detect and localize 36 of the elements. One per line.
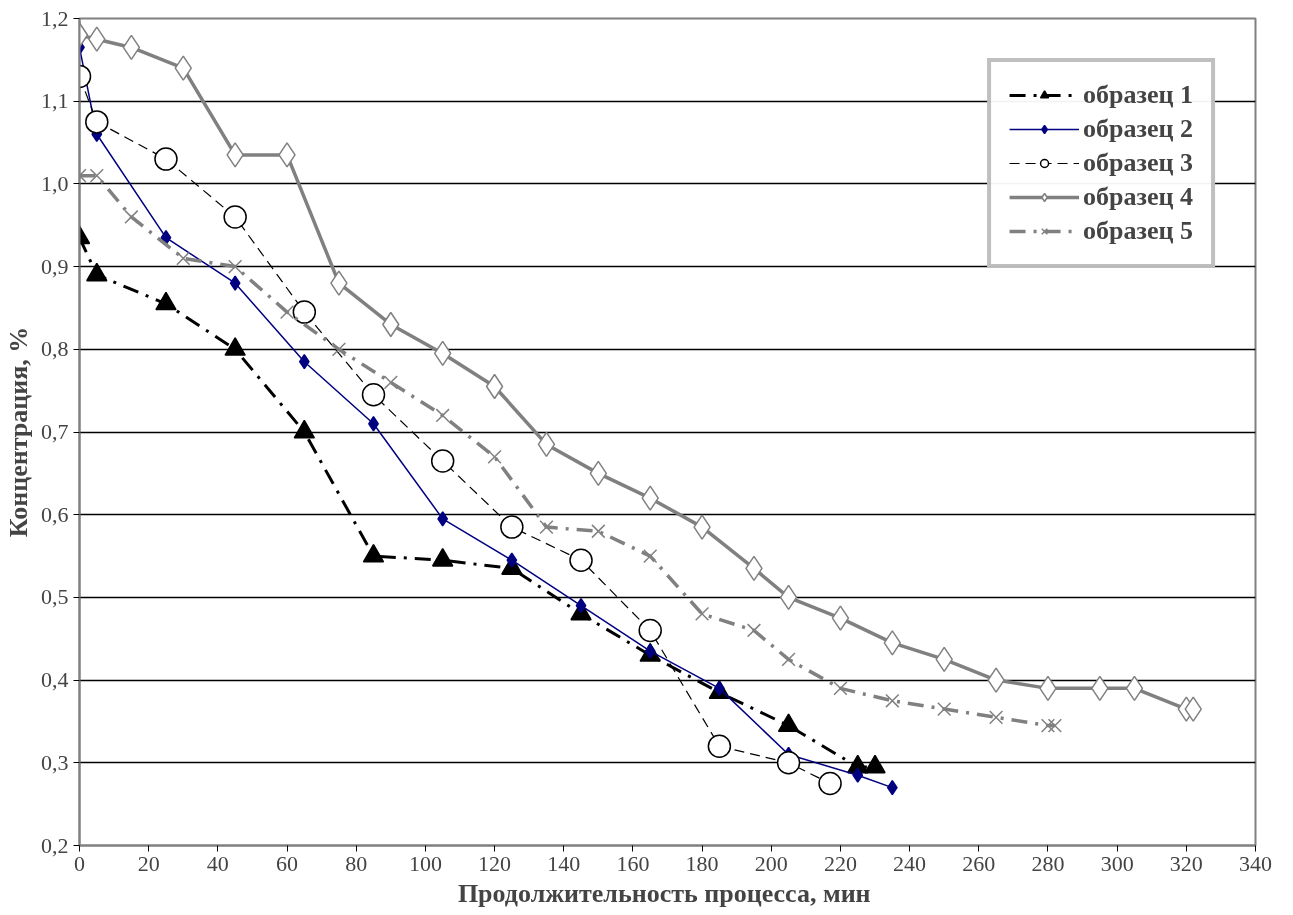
x-tick-label: 0 bbox=[74, 850, 85, 876]
y-tick-label: 0,6 bbox=[41, 501, 69, 527]
x-tick-label: 340 bbox=[1239, 850, 1272, 876]
y-axis-title: Концентрация, % bbox=[4, 326, 33, 538]
legend-label: образец 2 bbox=[1083, 114, 1193, 144]
x-axis-title: Продолжительность процесса, мин bbox=[457, 878, 871, 908]
x-tick-label: 320 bbox=[1169, 850, 1203, 876]
y-tick-label: 0,7 bbox=[41, 419, 69, 444]
x-tick-label: 260 bbox=[962, 850, 996, 876]
x-tick-label: 300 bbox=[1100, 850, 1134, 876]
legend-label: образец 5 bbox=[1083, 216, 1193, 246]
x-tick-label: 140 bbox=[547, 850, 581, 876]
x-tick-label: 100 bbox=[408, 850, 442, 876]
y-tick-label: 0,9 bbox=[41, 253, 69, 279]
y-tick-label: 0,8 bbox=[41, 336, 69, 362]
x-tick-label: 60 bbox=[276, 850, 299, 876]
legend-label: образец 1 bbox=[1083, 80, 1193, 110]
y-tick-label: 1,1 bbox=[41, 88, 69, 114]
x-tick-label: 120 bbox=[478, 850, 512, 876]
y-tick-label: 0,3 bbox=[41, 749, 69, 775]
x-tick-label: 180 bbox=[685, 850, 719, 876]
x-tick-label: 20 bbox=[137, 850, 160, 876]
legend-label: образец 3 bbox=[1083, 148, 1193, 178]
x-tick-label: 80 bbox=[345, 850, 368, 876]
x-tick-label: 40 bbox=[206, 850, 229, 876]
y-tick-label: 0,4 bbox=[41, 667, 69, 693]
y-tick-label: 1,0 bbox=[41, 170, 69, 196]
x-tick-label: 220 bbox=[823, 850, 857, 876]
y-tick-label: 0,5 bbox=[41, 584, 69, 610]
y-tick-label: 1,2 bbox=[41, 5, 69, 31]
x-tick-label: 200 bbox=[754, 850, 788, 876]
legend-label: образец 4 bbox=[1083, 182, 1193, 212]
x-tick-label: 240 bbox=[893, 850, 927, 876]
x-tick-label: 280 bbox=[1031, 850, 1065, 876]
x-tick-label: 160 bbox=[616, 850, 650, 876]
y-tick-label: 0,2 bbox=[41, 832, 69, 858]
